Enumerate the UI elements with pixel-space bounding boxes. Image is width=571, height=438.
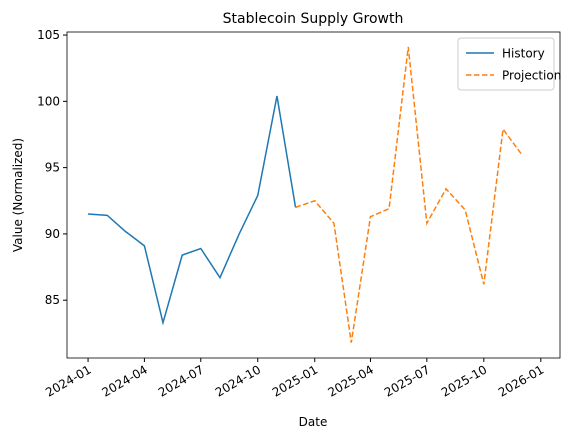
legend: History Projection (457, 37, 561, 91)
chart-title: Stablecoin Supply Growth (223, 11, 404, 27)
series-line (295, 46, 523, 343)
legend-label: History (502, 47, 545, 61)
series-line (88, 95, 297, 326)
legend-frame (457, 37, 555, 91)
y-tick-label: 90 (45, 227, 60, 241)
legend-label: Projection (502, 69, 561, 83)
y-axis-label: Value (Normalized) (11, 138, 25, 252)
y-tick-label: 85 (45, 293, 60, 307)
y-tick-label: 100 (37, 94, 60, 108)
y-tick-label: 95 (45, 161, 60, 175)
x-axis-label: Date (299, 415, 328, 429)
y-tick-label: 105 (37, 28, 60, 42)
axes-frame (66, 31, 561, 359)
